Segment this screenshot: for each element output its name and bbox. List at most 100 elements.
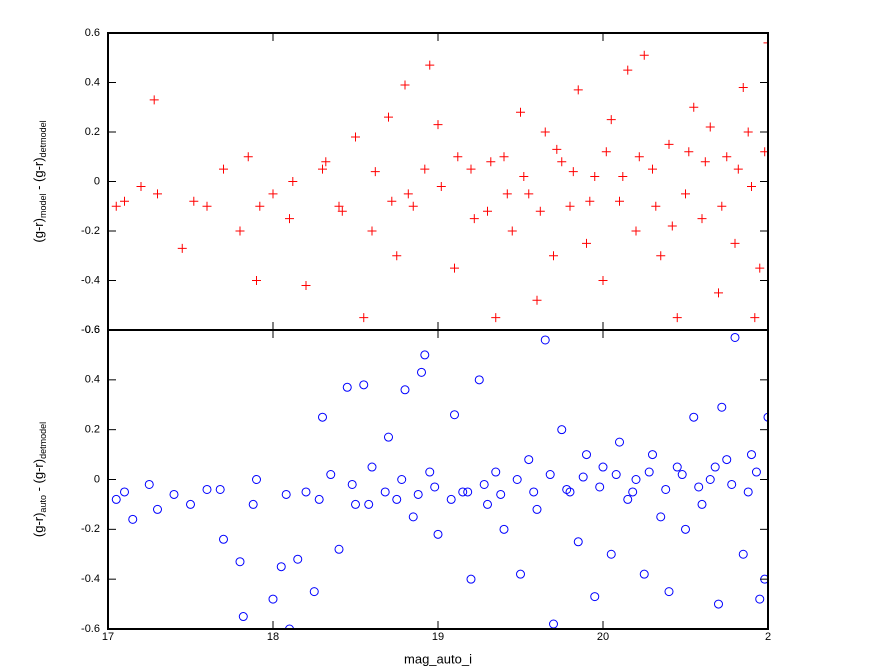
point xyxy=(425,467,435,477)
point xyxy=(202,201,212,211)
point xyxy=(351,499,360,509)
point xyxy=(450,410,459,420)
point xyxy=(763,412,768,422)
point xyxy=(285,624,294,629)
y-tick-label: -0.2 xyxy=(81,523,100,535)
point xyxy=(153,189,162,199)
point xyxy=(672,462,682,472)
point xyxy=(351,132,360,142)
point xyxy=(430,482,440,492)
point xyxy=(606,549,616,559)
point xyxy=(499,152,509,162)
point xyxy=(755,594,765,604)
point xyxy=(314,494,324,504)
point xyxy=(516,569,525,579)
point xyxy=(681,524,690,534)
point xyxy=(425,60,435,70)
point xyxy=(169,489,179,499)
point xyxy=(219,534,228,544)
point xyxy=(651,201,661,211)
point xyxy=(202,484,212,494)
point xyxy=(672,313,682,323)
y-axis-title-part: detmodel xyxy=(38,422,48,459)
point xyxy=(535,206,545,216)
point xyxy=(281,489,291,499)
point xyxy=(326,470,336,480)
point xyxy=(153,504,162,514)
x-tick-label: 17 xyxy=(102,631,114,643)
point xyxy=(433,120,443,130)
point xyxy=(590,592,600,602)
x-tick-label: 19 xyxy=(432,631,444,643)
point xyxy=(450,263,459,273)
point xyxy=(433,529,443,539)
point xyxy=(532,295,542,305)
point xyxy=(540,127,550,137)
point xyxy=(359,380,369,390)
point xyxy=(483,206,492,216)
point xyxy=(677,470,687,480)
point xyxy=(568,167,578,177)
point xyxy=(318,164,327,174)
point xyxy=(219,164,228,174)
x-tick-label: 20 xyxy=(597,631,609,643)
point xyxy=(436,181,446,191)
point xyxy=(639,569,649,579)
point xyxy=(689,102,699,112)
point xyxy=(268,189,278,199)
y-axis-title: (g-r)auto - (g-r)detmodel xyxy=(31,422,48,537)
point xyxy=(420,164,430,174)
point xyxy=(499,524,509,534)
point xyxy=(479,479,489,489)
point xyxy=(519,172,529,182)
y-tick-label: 0 xyxy=(94,473,100,485)
y-axis-title-part: model xyxy=(38,194,48,219)
y-tick-label: 0.4 xyxy=(85,374,100,386)
y-tick-label: 0 xyxy=(94,175,100,187)
point xyxy=(496,489,506,499)
point xyxy=(722,152,732,162)
point xyxy=(700,157,710,167)
point xyxy=(367,226,377,236)
point xyxy=(491,313,501,323)
point xyxy=(469,214,479,224)
point xyxy=(615,437,624,447)
point xyxy=(714,288,723,298)
point xyxy=(644,467,654,477)
point xyxy=(288,177,298,186)
point xyxy=(730,332,740,342)
frame xyxy=(107,32,769,331)
y-tick-label: 0.6 xyxy=(85,324,100,336)
point xyxy=(309,587,319,597)
point xyxy=(466,164,476,174)
point xyxy=(595,482,605,492)
y-axis-title-part: auto xyxy=(38,495,48,513)
y-tick-label: -0.6 xyxy=(81,623,100,635)
point xyxy=(524,455,534,465)
point xyxy=(750,313,760,323)
y-axis-title-part: detmodel xyxy=(38,120,48,157)
point xyxy=(491,467,501,477)
point xyxy=(557,425,567,435)
point xyxy=(545,470,555,480)
point xyxy=(549,619,558,629)
point xyxy=(562,484,572,494)
point xyxy=(387,196,397,206)
point xyxy=(717,201,727,211)
point xyxy=(397,475,407,484)
y-tick-label: -0.6 xyxy=(81,324,100,336)
point xyxy=(661,484,671,494)
point xyxy=(557,157,567,167)
point xyxy=(149,95,159,105)
point xyxy=(120,487,129,497)
point xyxy=(540,335,550,345)
y-tick-label: -0.4 xyxy=(81,573,100,585)
frame xyxy=(107,329,769,630)
point xyxy=(689,412,699,422)
point xyxy=(751,467,761,477)
point xyxy=(582,238,591,248)
point xyxy=(318,412,327,422)
point xyxy=(120,196,129,206)
point xyxy=(502,189,512,199)
